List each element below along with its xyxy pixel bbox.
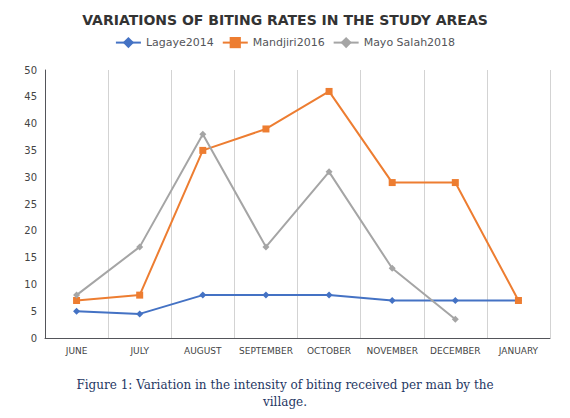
svg-text:village.: village.: [262, 395, 307, 409]
svg-text:5: 5: [31, 306, 37, 317]
svg-text:45: 45: [24, 91, 37, 102]
svg-text:20: 20: [24, 225, 37, 236]
svg-text:JANUARY: JANUARY: [498, 346, 539, 356]
svg-text:AUGUST: AUGUST: [184, 346, 222, 356]
svg-text:40: 40: [24, 118, 37, 129]
svg-text:OCTOBER: OCTOBER: [307, 346, 351, 356]
svg-text:SEPTEMBER: SEPTEMBER: [239, 346, 293, 356]
svg-text:Mandjiri2016: Mandjiri2016: [253, 36, 325, 49]
svg-text:Figure 1: Variation in the int: Figure 1: Variation in the intensity of …: [76, 378, 493, 392]
svg-text:VARIATIONS OF BITING RATES IN: VARIATIONS OF BITING RATES IN THE STUDY …: [82, 12, 488, 28]
svg-text:35: 35: [24, 145, 37, 156]
svg-text:Mayo Salah2018: Mayo Salah2018: [364, 36, 455, 49]
svg-text:NOVEMBER: NOVEMBER: [366, 346, 417, 356]
svg-text:JUNE: JUNE: [65, 346, 88, 356]
svg-text:50: 50: [24, 65, 37, 76]
svg-text:30: 30: [24, 172, 37, 183]
svg-text:DECEMBER: DECEMBER: [430, 346, 480, 356]
svg-text:25: 25: [24, 199, 37, 210]
svg-text:15: 15: [24, 252, 37, 263]
svg-text:10: 10: [24, 279, 37, 290]
svg-text:0: 0: [31, 333, 37, 344]
svg-text:JULY: JULY: [129, 346, 149, 356]
svg-text:Lagaye2014: Lagaye2014: [146, 36, 214, 49]
